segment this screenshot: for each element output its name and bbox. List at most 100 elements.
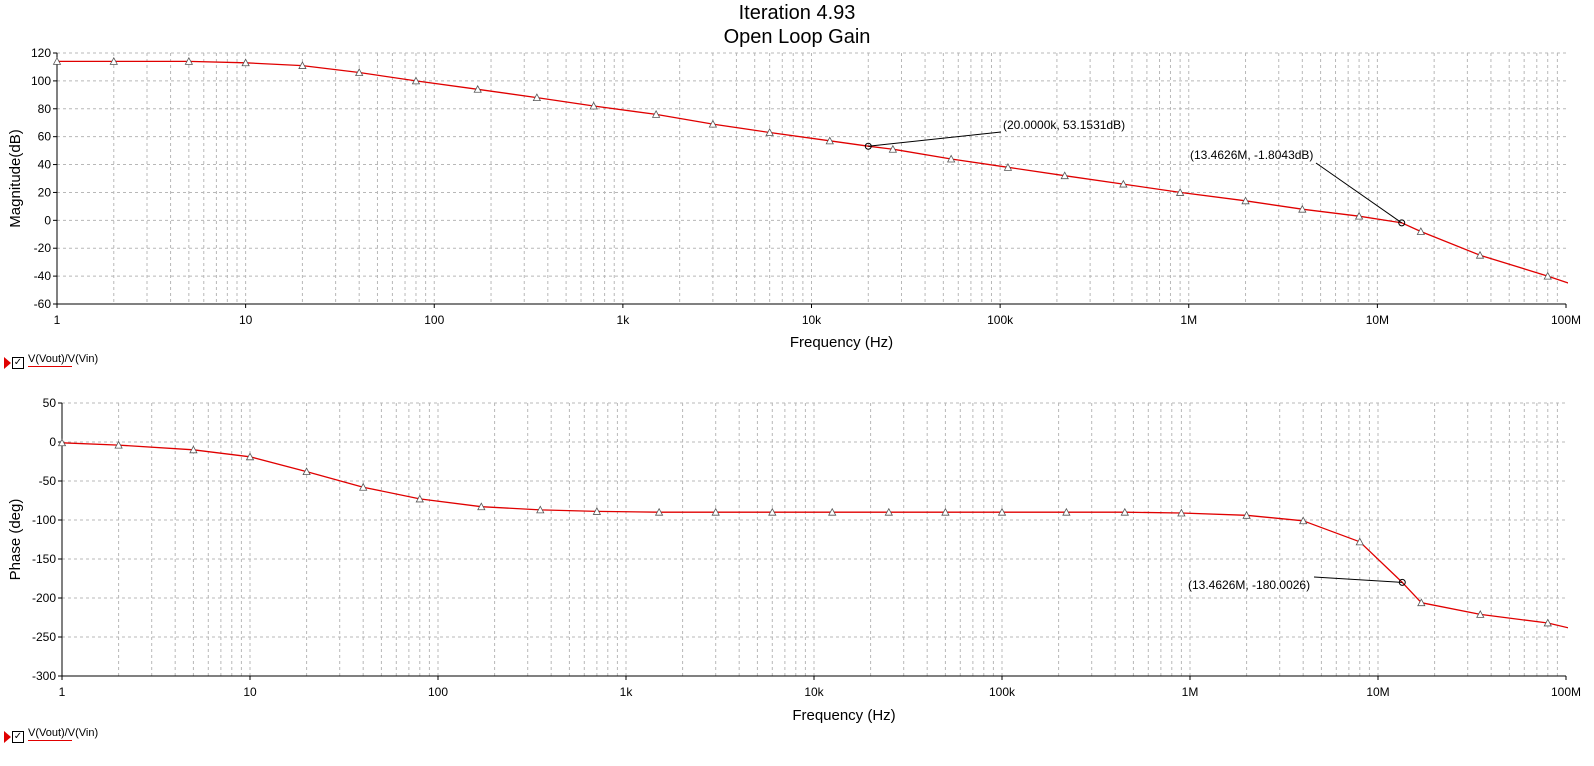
data-point-marker bbox=[411, 76, 421, 85]
annotation-leader bbox=[1315, 162, 1403, 224]
y-tick-label: 40 bbox=[38, 158, 52, 172]
data-point-marker bbox=[1242, 510, 1251, 519]
data-point-marker bbox=[1416, 227, 1426, 235]
active-trace-marker bbox=[4, 357, 11, 369]
y-tick-label: -200 bbox=[32, 591, 56, 605]
x-tick-label: 100M bbox=[1551, 313, 1581, 327]
data-point-marker bbox=[589, 101, 598, 110]
y-tick-label: -50 bbox=[39, 474, 57, 488]
data-point-marker bbox=[888, 144, 898, 153]
cursor-point bbox=[1398, 219, 1406, 227]
x-tick-label: 1M bbox=[1180, 313, 1197, 327]
data-point-marker bbox=[711, 507, 720, 516]
y-tick-label: 80 bbox=[38, 102, 52, 116]
data-point-marker bbox=[355, 68, 364, 76]
data-point-marker bbox=[654, 507, 664, 516]
x-tick-label: 1 bbox=[54, 313, 61, 327]
data-point-marker bbox=[997, 507, 1007, 516]
x-axis-label: Frequency (Hz) bbox=[790, 334, 893, 351]
data-point-marker bbox=[1543, 271, 1552, 280]
data-point-marker bbox=[1060, 171, 1069, 180]
data-point-marker bbox=[768, 507, 777, 516]
legend-label: V(Vout)/V(Vin) bbox=[28, 727, 99, 739]
plot-panel-1: 120 100 80 60 40 20 0 -20 -40 -601 10 100 1k 10k 100k 1… bbox=[7, 46, 1581, 351]
cursor-point bbox=[1398, 578, 1406, 586]
data-point-marker bbox=[1241, 196, 1250, 205]
y-tick-label: 50 bbox=[43, 396, 57, 410]
x-tick-label: 100M bbox=[1551, 685, 1581, 699]
y-tick-label: 60 bbox=[38, 130, 52, 144]
cursor-point bbox=[864, 142, 872, 150]
data-point-marker bbox=[298, 61, 307, 69]
data-point-marker bbox=[184, 57, 194, 65]
x-tick-label: 100 bbox=[428, 685, 448, 699]
data-point-marker bbox=[946, 154, 956, 163]
y-tick-label: 100 bbox=[31, 74, 51, 88]
legend-checkbox[interactable]: ✓ bbox=[12, 731, 24, 743]
data-point-marker bbox=[1177, 508, 1186, 517]
data-point-marker bbox=[651, 110, 661, 118]
data-point-marker bbox=[477, 502, 486, 511]
data-point-marker bbox=[415, 494, 424, 503]
data-point-marker bbox=[1475, 250, 1485, 259]
x-tick-label: 10 bbox=[239, 313, 253, 327]
y-tick-label: 20 bbox=[38, 185, 52, 199]
y-axis-label: Phase (deg) bbox=[7, 499, 24, 581]
data-point-marker bbox=[828, 507, 837, 516]
x-tick-label: 10M bbox=[1366, 685, 1389, 699]
data-point-marker bbox=[536, 505, 545, 514]
legend-line-sample bbox=[28, 740, 72, 741]
data-point-marker bbox=[592, 507, 602, 515]
data-point-marker bbox=[1543, 618, 1552, 627]
data-point-marker bbox=[359, 482, 368, 491]
annotation-label: (20.0000k, 53.1531dB) bbox=[1003, 118, 1125, 132]
x-tick-label: 10 bbox=[243, 685, 257, 699]
data-point-marker bbox=[1120, 507, 1129, 516]
x-tick-label: 1k bbox=[617, 313, 631, 327]
legend-checkbox[interactable]: ✓ bbox=[12, 357, 24, 369]
data-point-marker bbox=[57, 438, 67, 447]
annotation-leader bbox=[868, 131, 1002, 147]
y-tick-label: -40 bbox=[34, 269, 52, 283]
y-tick-label: -250 bbox=[32, 630, 56, 644]
data-point-marker bbox=[765, 128, 774, 136]
y-tick-label: -60 bbox=[34, 297, 52, 311]
data-point-marker bbox=[1003, 163, 1013, 171]
data-point-marker bbox=[825, 136, 834, 145]
data-point-marker bbox=[884, 507, 893, 516]
y-tick-label: -300 bbox=[32, 669, 56, 683]
legend-label: V(Vout)/V(Vin) bbox=[28, 353, 99, 365]
x-tick-label: 100k bbox=[989, 685, 1016, 699]
data-point-marker bbox=[114, 440, 123, 449]
y-tick-label: -150 bbox=[32, 552, 56, 566]
annotation-label: (13.4626M, -1.8043dB) bbox=[1190, 148, 1313, 162]
x-tick-label: 10k bbox=[802, 313, 822, 327]
data-point-marker bbox=[532, 93, 542, 102]
y-tick-label: 120 bbox=[31, 46, 51, 60]
data-point-marker bbox=[708, 119, 718, 128]
x-tick-label: 100 bbox=[424, 313, 444, 327]
series-line bbox=[62, 442, 1568, 629]
data-point-marker bbox=[1355, 537, 1364, 546]
data-point-marker bbox=[189, 445, 198, 454]
y-tick-label: -100 bbox=[32, 513, 56, 527]
active-trace-marker bbox=[4, 731, 11, 743]
x-tick-label: 10k bbox=[804, 685, 824, 699]
data-point-marker bbox=[473, 84, 482, 93]
data-point-marker bbox=[52, 57, 62, 65]
data-point-marker bbox=[941, 507, 950, 516]
x-tick-label: 1k bbox=[620, 685, 634, 699]
data-point-marker bbox=[302, 467, 311, 476]
y-tick-label: 0 bbox=[44, 213, 51, 227]
annotation-label: (13.4626M, -180.0026) bbox=[1188, 578, 1310, 592]
x-axis-label: Frequency (Hz) bbox=[792, 707, 895, 724]
data-point-marker bbox=[1299, 516, 1308, 525]
data-point-marker bbox=[109, 57, 118, 65]
data-point-marker bbox=[241, 58, 250, 67]
chart-title: Iteration 4.93 bbox=[738, 2, 856, 24]
data-point-marker bbox=[1476, 610, 1485, 618]
y-tick-label: -20 bbox=[34, 241, 52, 255]
x-tick-label: 1 bbox=[59, 685, 66, 699]
